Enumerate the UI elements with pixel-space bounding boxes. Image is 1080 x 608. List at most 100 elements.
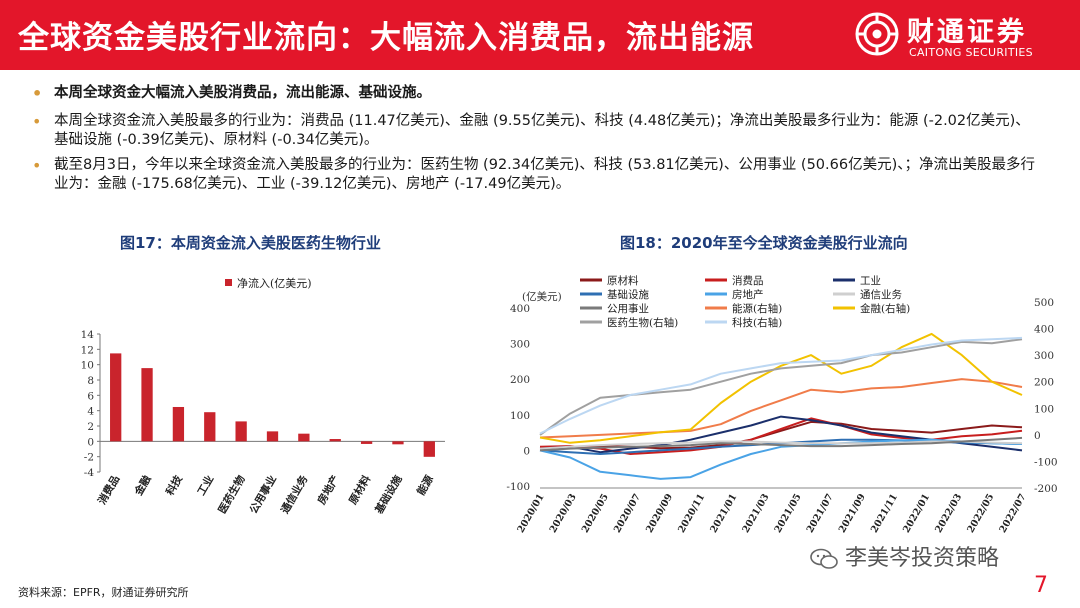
x-tick-label: 2020/01	[516, 492, 547, 535]
y-tick-label: 12	[81, 344, 94, 356]
x-tick-label: 基础设施	[372, 473, 405, 517]
legend-label: 金融(右轴)	[860, 302, 910, 315]
x-tick-label: 2020/07	[612, 492, 643, 535]
x-tick-label: 2020/05	[580, 492, 611, 535]
x-tick-label: 2020/11	[676, 492, 707, 535]
bullet-item: • 截至8月3日，今年以来全球资金流入美股最多的行业为：医药生物 (92.34亿美…	[32, 156, 1035, 192]
bar	[298, 433, 310, 442]
legend-label: 医药生物(右轴)	[607, 316, 678, 329]
legend-label: 净流入(亿美元)	[237, 276, 312, 290]
left-tick-label: 400	[510, 303, 530, 315]
bar	[235, 421, 247, 442]
x-tick-label: 公用事业	[247, 473, 280, 516]
bullet-item: • 本周全球资金流入美股最多的行业为：消费品 (11.47亿美元)、金融 (9.5…	[32, 112, 1030, 148]
bar	[329, 439, 341, 442]
legend-label: 原材料	[607, 274, 639, 287]
left-tick-label: -100	[506, 481, 530, 493]
left-tick-label: 200	[510, 374, 530, 386]
x-tick-label: 2020/03	[548, 492, 579, 535]
x-tick-label: 2022/05	[965, 492, 996, 535]
series-line	[539, 417, 1023, 455]
legend-label: 基础设施	[607, 288, 649, 301]
bullet-list: • 本周全球资金大幅流入美股消费品，流出能源、基础设施。 • 本周全球资金流入美股最…	[32, 84, 1042, 200]
bar	[392, 441, 404, 445]
series-line	[539, 436, 1023, 452]
x-tick-label: 2021/07	[805, 492, 836, 535]
legend-label: 能源(右轴)	[732, 302, 782, 315]
bar	[110, 353, 122, 442]
bar	[141, 368, 153, 442]
left-tick-label: 100	[510, 410, 530, 422]
y-tick-label: 4	[87, 406, 94, 418]
bullet-dot-icon: •	[32, 84, 43, 103]
y-tick-label: -2	[84, 452, 94, 464]
series-line	[539, 332, 1023, 444]
watermark: 李美岑投资策略	[810, 540, 999, 572]
x-tick-label: 2021/11	[869, 492, 900, 535]
bullet-item: • 本周全球资金大幅流入美股消费品，流出能源、基础设施。	[32, 84, 431, 103]
logo-text-cn: 财通证券	[907, 17, 1027, 48]
x-tick-label: 金融	[131, 473, 154, 499]
x-tick-label: 2022/07	[998, 492, 1029, 535]
y-tick-label: 0	[87, 436, 94, 448]
y-tick-label: 2	[87, 421, 94, 433]
bar	[172, 406, 185, 442]
x-tick-label: 消费品	[95, 473, 122, 507]
wechat-icon	[810, 548, 838, 569]
right-tick-label: 300	[1034, 350, 1054, 362]
right-tick-label: 200	[1034, 377, 1054, 389]
source-note: 资料来源：EPFR，财通证券研究所	[18, 586, 189, 599]
x-tick-label: 2022/01	[901, 492, 932, 535]
right-tick-label: 0	[1034, 430, 1041, 442]
left-tick-label: 0	[523, 445, 530, 457]
legend-label: 通信业务	[860, 288, 902, 301]
legend-label: 房地产	[732, 288, 764, 301]
bar	[204, 412, 216, 442]
bar	[360, 441, 373, 444]
x-tick-label: 2020/09	[644, 492, 675, 535]
x-tick-label: 医药生物	[215, 473, 248, 516]
bullet-dot-icon: •	[32, 156, 42, 175]
y-tick-label: 14	[81, 329, 95, 341]
figure-17-title: 图17：本周资金流入美股医药生物行业	[120, 234, 381, 252]
x-tick-label: 工业	[195, 473, 217, 498]
x-tick-label: 原材料	[346, 473, 373, 507]
left-tick-label: 300	[510, 339, 530, 351]
figure-17-bar-chart: 净流入(亿美元) -4 -2 0 2 4 6 8 10 12 14 消费品 金融 科技 工业 医药生物 公用事业…	[81, 276, 445, 517]
figure-18-line-chart: (亿美元) -100 0 100 200 300 400 -200 -100 0 100 200 300…	[506, 274, 1058, 535]
right-tick-label: -200	[1034, 483, 1058, 495]
legend-swatch	[225, 279, 232, 286]
logo-text-en: CAITONG SECURITIES	[909, 46, 1033, 59]
y-axis-unit: (亿美元)	[522, 290, 562, 303]
y-tick-label: 10	[81, 360, 94, 372]
series-line	[539, 438, 1023, 480]
bullet-dot-icon: •	[32, 112, 42, 131]
x-tick-label: 房地产	[315, 473, 342, 507]
right-tick-label: 100	[1034, 403, 1054, 415]
series-line	[539, 336, 1023, 435]
page-number: 7	[1034, 573, 1048, 598]
brand-logo: 财通证券 CAITONG SECURITIES	[855, 6, 1070, 64]
x-tick-label: 科技	[163, 473, 185, 498]
bar	[266, 431, 279, 442]
right-tick-label: -100	[1034, 456, 1058, 468]
right-tick-label: 400	[1034, 324, 1054, 336]
title-bar: 全球资金美股行业流向：大幅流入消费品，流出能源 财通证券 CAITONG SEC…	[0, 0, 1080, 70]
x-tick-label: 2022/03	[933, 492, 964, 535]
right-tick-label: 500	[1034, 297, 1054, 309]
page-title: 全球资金美股行业流向：大幅流入消费品，流出能源	[18, 20, 754, 56]
bar	[423, 441, 435, 457]
y-tick-label: 6	[87, 390, 94, 402]
series-line	[539, 378, 1023, 439]
series-line	[539, 338, 1023, 436]
legend-label: 公用事业	[607, 302, 649, 315]
x-tick-label: 2021/05	[773, 492, 804, 535]
x-tick-label: 能源	[414, 473, 436, 498]
y-tick-label: 8	[87, 375, 94, 387]
x-tick-label: 2021/09	[837, 492, 868, 535]
legend-label: 工业	[860, 275, 881, 287]
x-tick-label: 2021/01	[708, 492, 739, 535]
series-line	[539, 440, 1023, 450]
y-tick-label: -4	[84, 467, 95, 479]
x-tick-label: 通信业务	[278, 473, 311, 516]
